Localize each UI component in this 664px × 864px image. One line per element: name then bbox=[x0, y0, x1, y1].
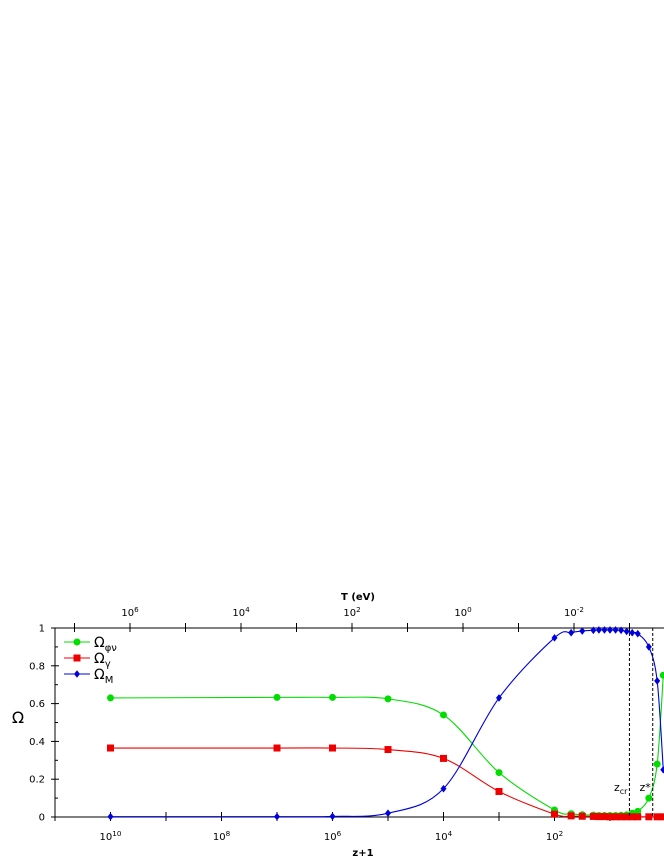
data-point bbox=[607, 626, 613, 634]
data-point bbox=[108, 813, 114, 821]
data-point bbox=[496, 788, 503, 795]
y-tick-label: 0.4 bbox=[29, 737, 45, 748]
top-tick-label: 104 bbox=[232, 605, 250, 619]
x-tick-label: 102 bbox=[546, 829, 563, 843]
data-point bbox=[330, 813, 336, 821]
data-point bbox=[496, 769, 503, 776]
data-point bbox=[601, 626, 607, 634]
data-point bbox=[274, 745, 281, 752]
series-1 bbox=[107, 745, 664, 821]
y-tick-label: 1 bbox=[39, 624, 45, 635]
series-line bbox=[111, 748, 664, 817]
legend-marker bbox=[74, 670, 80, 678]
data-point bbox=[568, 629, 574, 637]
data-point bbox=[613, 626, 619, 634]
annotation-label: zcr bbox=[614, 781, 628, 796]
data-point bbox=[440, 711, 447, 718]
data-point bbox=[552, 634, 558, 642]
data-point bbox=[634, 813, 641, 820]
data-point bbox=[107, 694, 114, 701]
data-point bbox=[385, 746, 392, 753]
data-point bbox=[440, 755, 447, 762]
x-tick-label: 106 bbox=[324, 829, 342, 843]
y-axis-label: Ω bbox=[12, 708, 24, 727]
annotation-label: z* bbox=[639, 781, 651, 794]
legend-marker bbox=[74, 639, 81, 646]
data-point bbox=[596, 626, 602, 634]
data-point bbox=[654, 813, 661, 820]
y-tick-label: 0.6 bbox=[29, 699, 45, 710]
series-2 bbox=[108, 626, 664, 820]
x-tick-label: 1010 bbox=[100, 829, 122, 843]
data-point bbox=[579, 813, 586, 820]
data-point bbox=[551, 811, 558, 818]
data-point bbox=[635, 630, 641, 638]
top-tick-label: 102 bbox=[343, 605, 360, 619]
top-tick-label: 100 bbox=[454, 605, 472, 619]
data-point bbox=[329, 745, 336, 752]
x-axis-label: z+1 bbox=[352, 848, 373, 859]
data-point bbox=[645, 813, 652, 820]
data-point bbox=[660, 672, 664, 679]
axes-layer: 00.20.40.60.8110101081061041021010610410… bbox=[29, 605, 664, 843]
data-point bbox=[660, 813, 664, 820]
annotation-layer: zcr z* bbox=[614, 628, 653, 817]
top-tick-label: 106 bbox=[121, 605, 139, 619]
y-tick-label: 0.8 bbox=[29, 661, 45, 672]
data-point bbox=[654, 677, 660, 685]
y-tick-label: 0 bbox=[39, 813, 45, 824]
data-point bbox=[660, 766, 664, 774]
data-point bbox=[629, 629, 635, 637]
data-point bbox=[329, 694, 336, 701]
y-tick-label: 0.2 bbox=[29, 775, 45, 786]
data-point bbox=[385, 695, 392, 702]
x-tick-label: 104 bbox=[435, 829, 453, 843]
data-point bbox=[654, 761, 661, 768]
x-tick-label: 108 bbox=[213, 829, 231, 843]
data-point bbox=[274, 813, 280, 821]
series-0 bbox=[107, 672, 664, 819]
series-line bbox=[111, 630, 664, 817]
data-point bbox=[274, 694, 281, 701]
data-point bbox=[107, 745, 114, 752]
data-point bbox=[568, 812, 575, 819]
top-axis-label: T (eV) bbox=[341, 592, 375, 603]
data-point bbox=[645, 795, 652, 802]
data-point bbox=[646, 643, 652, 651]
data-point bbox=[624, 628, 630, 636]
top-tick-label: 10-2 bbox=[564, 605, 584, 619]
legend-marker bbox=[74, 655, 81, 662]
series-layer bbox=[107, 626, 664, 820]
data-point bbox=[385, 809, 391, 817]
